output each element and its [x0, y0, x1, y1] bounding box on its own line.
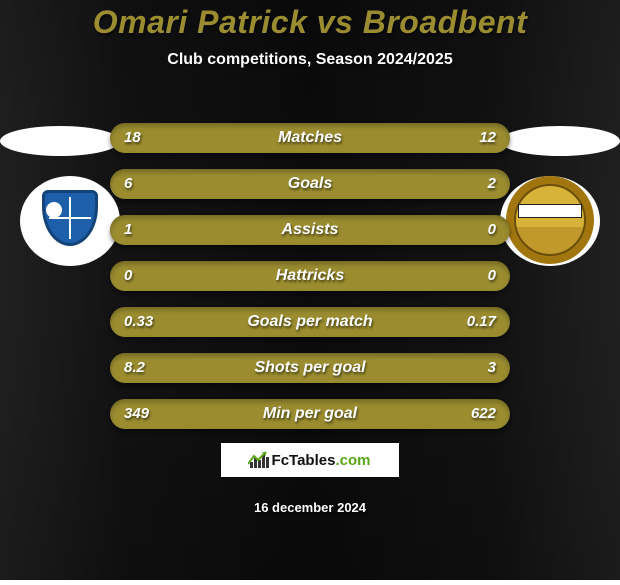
brand-suffix: .com: [335, 452, 370, 469]
fctables-logo: FcTables.com: [220, 442, 400, 478]
tranmere-rovers-crest: [20, 176, 120, 266]
right-player-ellipse: [500, 126, 620, 156]
doncaster-rovers-crest: [500, 176, 600, 266]
stat-category: Min per goal: [110, 399, 510, 429]
comparison-rows: 18Matches126Goals21Assists00Hattricks00.…: [110, 123, 510, 445]
stat-right-value: 3: [488, 353, 496, 383]
stat-category: Goals per match: [110, 307, 510, 337]
stat-right-value: 622: [471, 399, 496, 429]
stat-row: 0.33Goals per match0.17: [110, 307, 510, 337]
stat-right-value: 12: [479, 123, 496, 153]
stat-row: 8.2Shots per goal3: [110, 353, 510, 383]
page-subtitle: Club competitions, Season 2024/2025: [0, 51, 620, 69]
stat-right-value: 0: [488, 261, 496, 291]
page-title: Omari Patrick vs Broadbent: [0, 0, 620, 41]
stat-category: Hattricks: [110, 261, 510, 291]
stat-right-value: 0: [488, 215, 496, 245]
left-player-ellipse: [0, 126, 120, 156]
stat-category: Shots per goal: [110, 353, 510, 383]
stat-category: Assists: [110, 215, 510, 245]
stat-right-value: 2: [488, 169, 496, 199]
logo-chart-icon: [250, 452, 268, 468]
footer-date: 16 december 2024: [0, 500, 620, 515]
stat-row: 6Goals2: [110, 169, 510, 199]
stat-category: Goals: [110, 169, 510, 199]
stat-row: 18Matches12: [110, 123, 510, 153]
brand-name: FcTables: [272, 452, 336, 469]
stat-row: 0Hattricks0: [110, 261, 510, 291]
stat-category: Matches: [110, 123, 510, 153]
stat-row: 349Min per goal622: [110, 399, 510, 429]
stat-right-value: 0.17: [467, 307, 496, 337]
stat-row: 1Assists0: [110, 215, 510, 245]
